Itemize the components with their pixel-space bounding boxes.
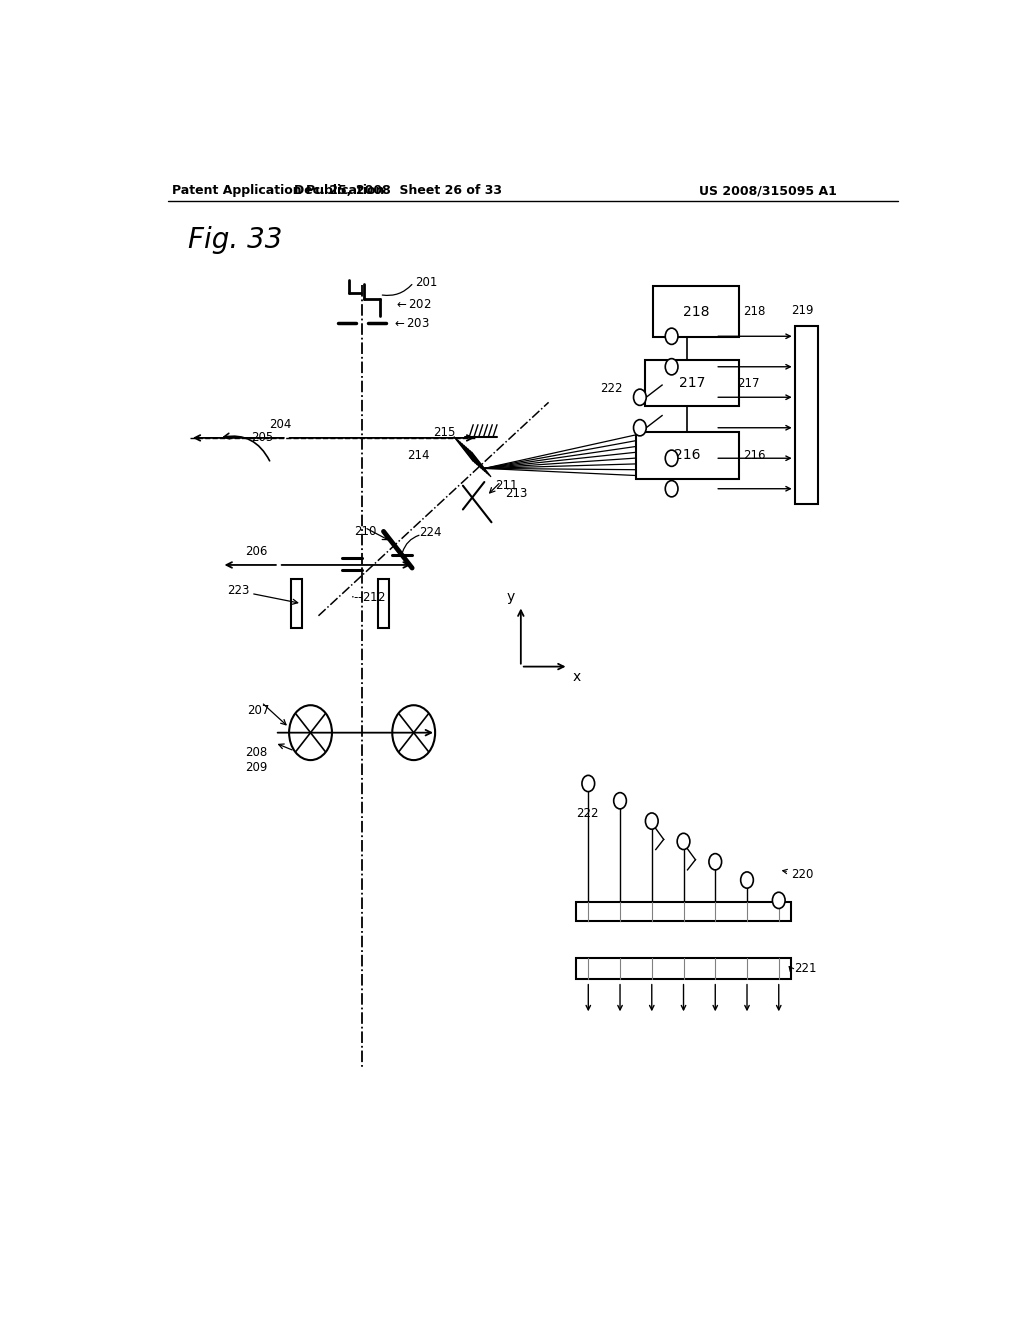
Text: 207: 207: [247, 704, 269, 717]
Text: 204: 204: [269, 418, 292, 432]
Circle shape: [582, 775, 595, 792]
Circle shape: [709, 854, 722, 870]
Bar: [645, 359, 739, 407]
Text: US 2008/315095 A1: US 2008/315095 A1: [699, 185, 838, 198]
Circle shape: [677, 833, 690, 850]
Text: $\leftarrow$203: $\leftarrow$203: [392, 317, 430, 330]
Circle shape: [666, 359, 678, 375]
Bar: [636, 432, 739, 479]
Text: 222: 222: [577, 808, 599, 821]
Text: 224: 224: [419, 525, 441, 539]
Text: Dec. 25, 2008  Sheet 26 of 33: Dec. 25, 2008 Sheet 26 of 33: [294, 185, 502, 198]
Circle shape: [645, 813, 658, 829]
Circle shape: [613, 792, 627, 809]
Text: 220: 220: [791, 869, 813, 882]
Circle shape: [289, 705, 332, 760]
Circle shape: [666, 480, 678, 496]
Text: x: x: [572, 669, 581, 684]
Text: 209: 209: [246, 760, 268, 774]
Text: 210: 210: [354, 525, 377, 539]
Text: 215: 215: [433, 426, 456, 440]
Circle shape: [740, 873, 754, 888]
Text: 217: 217: [737, 376, 760, 389]
Bar: [291, 579, 302, 628]
Text: 208: 208: [246, 747, 267, 759]
Text: 218: 218: [743, 305, 765, 318]
Circle shape: [392, 705, 435, 760]
Bar: [378, 579, 389, 628]
Text: 205: 205: [251, 432, 273, 445]
Text: 216: 216: [743, 449, 766, 462]
Text: 211: 211: [495, 479, 517, 492]
Circle shape: [634, 420, 646, 436]
Text: 223: 223: [227, 583, 250, 597]
Circle shape: [666, 329, 678, 345]
Bar: [653, 286, 739, 338]
Text: 218: 218: [683, 305, 710, 319]
Text: 222: 222: [600, 381, 623, 395]
Text: 217: 217: [679, 376, 706, 389]
Text: 221: 221: [795, 962, 817, 975]
Text: Fig. 33: Fig. 33: [187, 226, 282, 253]
Circle shape: [634, 389, 646, 405]
Text: $\leftarrow$202: $\leftarrow$202: [394, 298, 431, 312]
Text: 213: 213: [505, 487, 527, 500]
Bar: [577, 903, 791, 921]
Bar: [577, 958, 791, 978]
Text: 216: 216: [674, 449, 700, 462]
Text: $\cdot$--212: $\cdot$--212: [350, 591, 386, 605]
Circle shape: [666, 450, 678, 466]
Text: Patent Application Publication: Patent Application Publication: [172, 185, 384, 198]
Circle shape: [772, 892, 785, 908]
Text: 219: 219: [792, 305, 814, 317]
Text: 214: 214: [408, 449, 430, 462]
Text: 206: 206: [246, 545, 268, 558]
Bar: [795, 326, 818, 504]
Text: 201: 201: [416, 276, 437, 289]
Text: y: y: [507, 590, 515, 605]
